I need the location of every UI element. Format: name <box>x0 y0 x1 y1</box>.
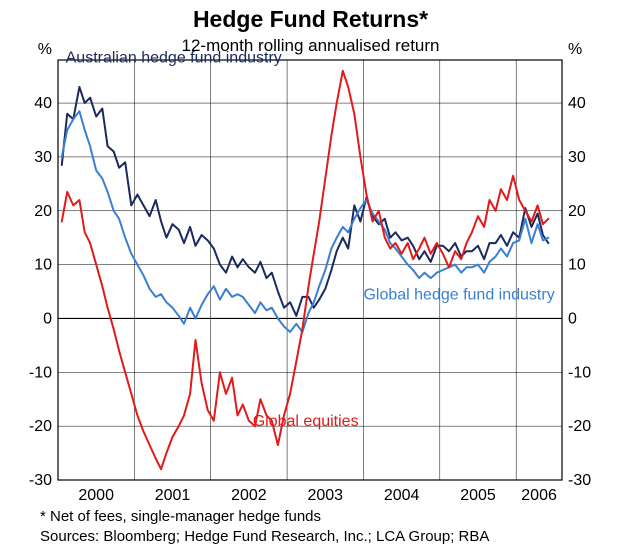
y-tick-label: 0 <box>43 310 52 327</box>
x-tick-label: 2006 <box>521 487 557 504</box>
y-tick-label: 40 <box>568 95 586 112</box>
series-label: Australian hedge fund industry <box>66 50 282 67</box>
y-tick-label: -20 <box>29 418 52 435</box>
chart-plot: Australian hedge fund industry Global hed… <box>0 0 621 539</box>
x-tick-label: 2004 <box>384 487 420 504</box>
y-tick-label: 40 <box>34 95 52 112</box>
y-unit-label: % <box>38 41 52 58</box>
y-tick-label: 30 <box>568 149 586 166</box>
y-tick-label: 10 <box>568 257 586 274</box>
y-tick-label: -30 <box>568 472 591 489</box>
chart-footnote: * Net of fees, single-manager hedge fund… <box>40 508 321 525</box>
y-tick-label: 0 <box>568 310 577 327</box>
x-tick-label: 2002 <box>231 487 267 504</box>
y-tick-label: -20 <box>568 418 591 435</box>
y-tick-label: 20 <box>34 203 52 220</box>
y-tick-label: 20 <box>568 203 586 220</box>
x-tick-label: 2003 <box>307 487 343 504</box>
x-tick-label: 2001 <box>155 487 191 504</box>
y-tick-label: -10 <box>29 364 52 381</box>
series-label: Global equities <box>253 413 359 430</box>
x-tick-label: 2005 <box>460 487 496 504</box>
y-tick-label: -30 <box>29 472 52 489</box>
chart-sources: Sources: Bloomberg; Hedge Fund Research,… <box>40 528 489 545</box>
series-label: Global hedge fund industry <box>363 287 554 304</box>
y-tick-label: 10 <box>34 257 52 274</box>
y-tick-label: -10 <box>568 364 591 381</box>
x-tick-label: 2000 <box>78 487 114 504</box>
chart-container: Hedge Fund Returns* 12-month rolling ann… <box>0 0 621 539</box>
y-tick-label: 30 <box>34 149 52 166</box>
y-unit-label: % <box>568 41 582 58</box>
